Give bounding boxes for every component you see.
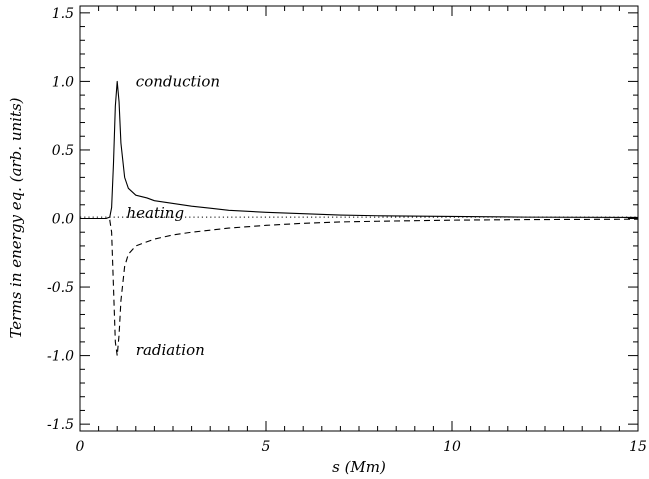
y-axis-label: Terms in energy eq. (arb. units) [7,97,25,338]
annotation-heating: heating [127,204,185,222]
x-tick-label: 0 [76,439,85,455]
y-tick-label: -1.5 [47,417,74,433]
annotation-radiation: radiation [136,341,205,359]
x-tick-label: 15 [629,439,647,455]
x-tick-label: 5 [262,439,271,455]
y-axis-ticks: -1.5 -1.0 -0.5 0.0 0.5 1.0 1.5 [47,6,638,433]
y-tick-label: 1.5 [52,6,74,22]
annotation-conduction: conduction [136,72,220,90]
y-tick-label: 1.0 [52,74,74,90]
series-line-conduction [80,80,639,220]
y-tick-label: -1.0 [47,349,74,365]
x-axis-label: s (Mm) [332,458,386,476]
y-tick-label: 0.5 [52,143,74,159]
y-tick-label: 0.0 [52,212,74,228]
series-layer [80,80,639,357]
annotation-layer: conduction heating radiation [127,72,221,359]
x-axis-ticks: 0 5 10 15 [76,6,647,455]
y-tick-label: -0.5 [47,280,74,296]
x-tick-label: 10 [443,439,461,455]
series-line-radiation [80,217,639,357]
